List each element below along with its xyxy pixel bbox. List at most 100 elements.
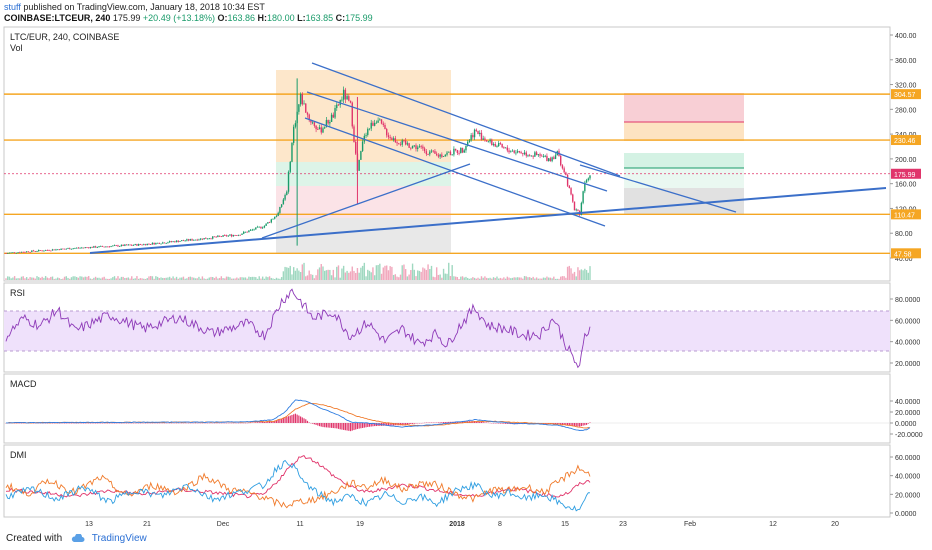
volume-bar (306, 275, 309, 280)
candle-body (12, 252, 14, 254)
candle-body (220, 236, 223, 238)
volume-bar (72, 276, 74, 280)
candle-body (175, 240, 178, 243)
candle-body (139, 244, 142, 245)
candle-body (105, 246, 107, 248)
rsi-tick-label: 60.0000 (895, 318, 920, 325)
candle-body (255, 227, 257, 230)
volume-bar (315, 275, 317, 280)
volume-bar (261, 276, 264, 280)
volume-bar (10, 278, 12, 280)
macd-histogram-bar (391, 423, 393, 426)
volume-bar (482, 277, 484, 280)
candle-body (448, 151, 450, 153)
volume-bar (84, 276, 86, 280)
macd-histogram-bar (336, 423, 338, 429)
candle-body (27, 251, 30, 253)
volume-bar (580, 269, 583, 280)
macd-histogram-bar (456, 421, 458, 423)
candle-body (44, 250, 47, 251)
volume-bar (208, 277, 210, 280)
volume-bar (286, 267, 288, 280)
volume-bar (136, 276, 138, 280)
volume-bar (417, 270, 419, 280)
tradingview-brand-link[interactable]: TradingView (91, 533, 147, 544)
candle-body (387, 135, 390, 138)
volume-bar (268, 276, 271, 280)
volume-bar (377, 265, 379, 280)
candle-body (84, 247, 86, 249)
candle-body (217, 235, 219, 238)
volume-bar (263, 278, 266, 280)
author-link[interactable]: stuff (4, 2, 21, 12)
candle-body (530, 155, 533, 157)
low-label: L: (297, 13, 306, 23)
macd-histogram-bar (317, 423, 319, 426)
candle-body (31, 250, 33, 253)
candle-body (417, 147, 419, 149)
candle-body (370, 122, 372, 129)
channel-upper-extension (579, 164, 737, 213)
trendlines-layer (89, 62, 887, 254)
macd-histogram-bar (384, 423, 386, 426)
macd-histogram-bar (506, 423, 508, 424)
volume-bar (404, 269, 407, 280)
volume-bar (108, 278, 111, 280)
candle-body (303, 103, 305, 105)
created-with-text: Created with (6, 533, 63, 544)
candle-body (570, 188, 572, 195)
volume-bar (150, 276, 152, 280)
candle-body (79, 247, 81, 249)
macd-histogram-bar (253, 422, 255, 423)
candle-body (386, 129, 388, 136)
candle-body (566, 174, 569, 186)
macd-histogram-bar (579, 423, 581, 427)
dmi-tick-label: 0.0000 (895, 511, 917, 518)
volume-bar (24, 278, 26, 280)
macd-histogram-bar (368, 423, 371, 427)
target-box-green (624, 153, 744, 168)
candle-body (87, 247, 90, 249)
volume-bar (492, 277, 495, 280)
volume-bar (501, 278, 503, 280)
candle-body (494, 144, 496, 147)
volume-bar (143, 278, 145, 280)
volume-bar (5, 278, 7, 280)
volume-bar (13, 276, 16, 280)
volume-bar (324, 270, 326, 280)
volume-bar (472, 277, 474, 280)
volume-bar (301, 264, 304, 280)
candle-body (361, 141, 364, 152)
macd-histogram-bar (389, 423, 391, 426)
time-tick-label: 8 (498, 521, 502, 528)
macd-histogram-bar (415, 423, 417, 424)
macd-layer (4, 399, 890, 432)
volume-bar (480, 276, 483, 280)
candle-body (470, 135, 472, 141)
macd-histogram-bar (270, 421, 272, 423)
volume-bar (267, 277, 269, 280)
macd-histogram-bar (410, 423, 412, 425)
volume-bar (342, 265, 345, 280)
volume-bar (470, 278, 472, 280)
dmi-pane-title: DMI (10, 450, 27, 460)
candle-body (355, 142, 357, 154)
candle-body (342, 89, 345, 100)
macd-histogram-bar (479, 421, 481, 423)
dmi-layer (5, 455, 591, 512)
candle-body (134, 244, 136, 246)
price-levels-layer (4, 93, 890, 255)
volume-bar (206, 278, 209, 280)
candle-body (24, 252, 26, 253)
candle-body (508, 150, 510, 153)
macd-histogram-bar (303, 418, 305, 423)
candle-body (504, 147, 507, 149)
volume-bar (448, 262, 450, 280)
volume-bar (291, 274, 293, 280)
macd-tick-label: 40.0000 (895, 399, 920, 406)
volume-bar (117, 276, 119, 280)
volume-bar (573, 271, 576, 280)
candle-body (29, 252, 31, 253)
candle-body (324, 127, 326, 129)
